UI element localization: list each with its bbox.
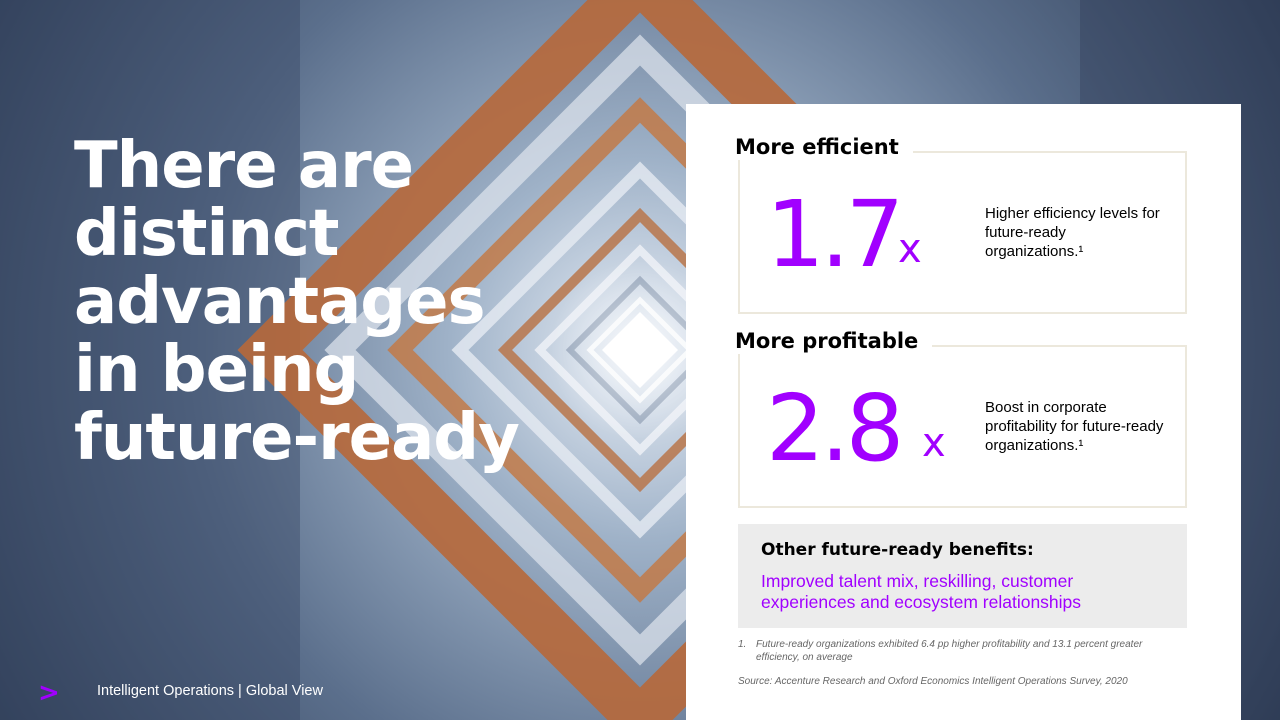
headline-line: There are	[74, 129, 414, 203]
stat-description: Higher efficiency levels for future-read…	[985, 205, 1160, 260]
other-benefits-body: Improved talent mix, reskilling, custome…	[761, 571, 1082, 612]
stat-suffix: x	[898, 226, 922, 272]
footnote-number: 1.	[738, 639, 747, 650]
section-title-profitable: More profitable	[735, 328, 933, 354]
other-benefits-box: Other future-ready benefits: Improved ta…	[738, 524, 1187, 628]
headline: There are distinct advantages in being f…	[74, 132, 634, 472]
footer-text: Intelligent Operations | Global View	[97, 683, 323, 699]
headline-line: advantages	[74, 265, 486, 339]
stat-box-efficiency: 1.7 x Higher efficiency levels for futur…	[738, 151, 1187, 314]
headline-line: in being	[74, 333, 359, 407]
section-title-efficient: More efficient	[735, 134, 913, 160]
stat-suffix: x	[922, 420, 946, 466]
footnote: 1. Future-ready organizations exhibited …	[738, 638, 1188, 664]
headline-line: distinct	[74, 197, 339, 271]
stat-value: 2.8	[766, 375, 904, 482]
footnote-text: Future-ready organizations exhibited 6.4…	[756, 639, 1143, 663]
stat-value: 1.7	[766, 181, 904, 288]
other-benefits-title: Other future-ready benefits:	[761, 540, 1034, 560]
accenture-logo-icon: >	[38, 678, 60, 708]
headline-line: future-ready	[74, 401, 520, 475]
stat-box-profitability: 2.8 x Boost in corporate profitability f…	[738, 345, 1187, 508]
stat-description: Boost in corporate profitability for fut…	[985, 399, 1164, 454]
source-citation: Source: Accenture Research and Oxford Ec…	[738, 676, 1128, 687]
stats-panel: 1.7 x Higher efficiency levels for futur…	[686, 104, 1241, 720]
